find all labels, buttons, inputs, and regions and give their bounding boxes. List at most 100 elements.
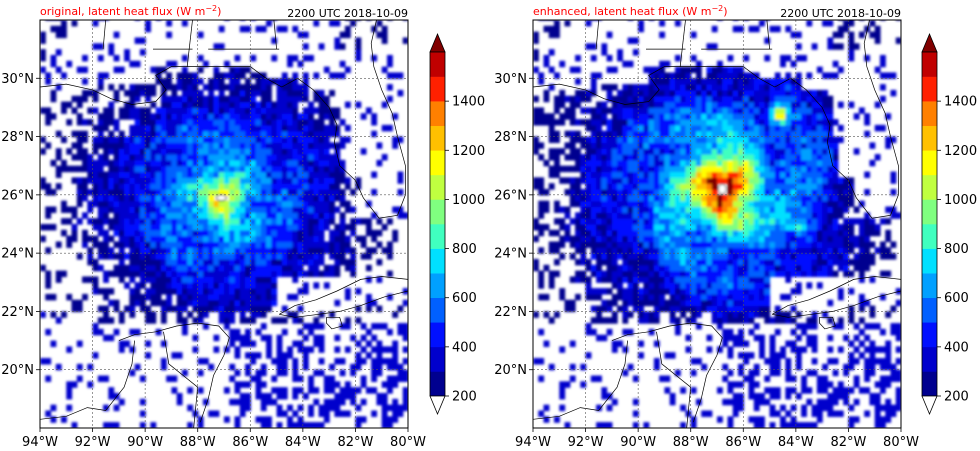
right-colorbar-band	[922, 346, 937, 372]
left-colorbar-band	[430, 224, 445, 249]
left-y-tick-label: 28°N	[1, 130, 34, 145]
right-colorbar-band	[922, 371, 937, 397]
coastline	[595, 20, 600, 50]
right-colorbar-band	[922, 125, 937, 151]
right-colorbar-over	[921, 32, 938, 53]
right-y-tick-label: 30°N	[494, 72, 527, 87]
left-x-tick-label: 82°W	[337, 435, 373, 450]
coastline	[766, 20, 770, 50]
right-colorbar-band	[922, 150, 937, 176]
left-y-tick-label: 26°N	[1, 188, 34, 203]
left-y-tick-label: 20°N	[1, 363, 34, 378]
left-colorbar-band	[430, 174, 445, 200]
right-y-tick-label: 28°N	[494, 130, 527, 145]
left-colorbar-tick-label: 1200	[452, 144, 485, 159]
left-panel-title: original, latent heat flux (W m−2)	[40, 4, 221, 18]
right-latent-heat-field	[533, 20, 901, 428]
left-x-tick-label: 86°W	[232, 435, 268, 450]
left-x-tick-label: 94°W	[22, 435, 58, 450]
right-colorbar-band	[922, 224, 937, 249]
coastline	[273, 20, 277, 50]
coastline	[118, 322, 230, 423]
left-colorbar-band	[430, 248, 445, 274]
right-colorbar-band	[922, 273, 937, 299]
right-x-tick-label: 90°W	[620, 435, 656, 450]
right-colorbar-band	[922, 76, 937, 102]
left-map-panel: original, latent heat flux (W m−2) 2200 …	[1, 4, 426, 450]
left-colorbar-tick-label: 1000	[452, 193, 485, 208]
left-colorbar-band	[430, 346, 445, 372]
coastline	[533, 20, 899, 219]
right-colorbar-band	[922, 199, 937, 225]
right-colorbar-tick-label: 600	[944, 291, 969, 306]
left-colorbar-tick-label: 200	[452, 390, 477, 405]
left-colorbar-band	[430, 322, 445, 348]
left-colorbar-band	[430, 273, 445, 299]
left-x-tick-label: 92°W	[75, 435, 111, 450]
right-x-tick-label: 86°W	[725, 435, 761, 450]
left-colorbar-tick-label: 1400	[452, 95, 485, 110]
left-colorbar-over	[429, 32, 446, 53]
left-colorbar-band	[430, 297, 445, 323]
left-colorbar-under	[429, 395, 446, 416]
right-y-tick-label: 26°N	[494, 188, 527, 203]
coastline	[772, 276, 901, 318]
right-colorbar-band	[922, 322, 937, 348]
left-x-tick-label: 90°W	[127, 435, 163, 450]
left-colorbar-band	[430, 199, 445, 225]
left-latent-heat-field	[40, 20, 408, 428]
right-y-tick-label: 22°N	[494, 305, 527, 320]
coastline	[611, 322, 723, 423]
coastline	[819, 316, 836, 330]
right-y-tick-label: 20°N	[494, 363, 527, 378]
left-y-tick-label: 30°N	[1, 72, 34, 87]
left-colorbar-band	[430, 150, 445, 176]
right-x-tick-label: 94°W	[515, 435, 551, 450]
left-colorbar-tick-label: 800	[452, 242, 477, 257]
right-colorbar-tick-label: 400	[944, 340, 969, 355]
left-colorbar-band	[430, 125, 445, 151]
left-colorbar: 200 400 600 800 1000 1200 1400	[429, 32, 485, 416]
storm-eye	[717, 183, 727, 195]
right-x-tick-label: 82°W	[830, 435, 866, 450]
right-colorbar-tick-label: 1000	[944, 193, 977, 208]
coastline	[679, 20, 686, 67]
right-colorbar-band	[922, 174, 937, 200]
right-colorbar-band	[922, 297, 937, 323]
left-x-tick-label: 84°W	[285, 435, 321, 450]
left-colorbar-band	[430, 101, 445, 127]
left-colorbar-band	[430, 76, 445, 102]
left-panel-time: 2200 UTC 2018-10-09	[287, 7, 408, 20]
coastline	[40, 20, 406, 219]
right-map-panel: enhanced, latent heat flux (W m−2) 2200 …	[494, 4, 919, 450]
left-colorbar-tick-label: 600	[452, 291, 477, 306]
right-colorbar-band	[922, 52, 937, 77]
coastline	[102, 20, 107, 50]
left-colorbar-band	[430, 52, 445, 77]
left-y-tick-label: 22°N	[1, 305, 34, 320]
coastline	[186, 20, 193, 67]
right-colorbar: 200 400 600 800 1000 1200 1400	[921, 32, 977, 416]
coastline	[533, 340, 628, 420]
right-panel-title: enhanced, latent heat flux (W m−2)	[533, 4, 728, 18]
right-x-tick-label: 80°W	[883, 435, 919, 450]
left-x-tick-label: 88°W	[180, 435, 216, 450]
storm-eye	[215, 194, 227, 202]
coastline	[279, 276, 408, 318]
right-colorbar-tick-label: 200	[944, 390, 969, 405]
right-colorbar-band	[922, 101, 937, 127]
coastline	[326, 316, 343, 330]
right-colorbar-tick-label: 800	[944, 242, 969, 257]
right-panel-time: 2200 UTC 2018-10-09	[780, 7, 901, 20]
left-colorbar-tick-label: 400	[452, 340, 477, 355]
left-y-tick-label: 24°N	[1, 247, 34, 262]
coastline	[163, 331, 199, 428]
right-coastlines	[533, 20, 901, 428]
left-coastlines	[40, 20, 408, 428]
right-y-tick-label: 24°N	[494, 247, 527, 262]
left-gridlines	[40, 20, 408, 428]
right-x-tick-label: 84°W	[778, 435, 814, 450]
right-colorbar-under	[921, 395, 938, 416]
coastline	[40, 340, 135, 420]
